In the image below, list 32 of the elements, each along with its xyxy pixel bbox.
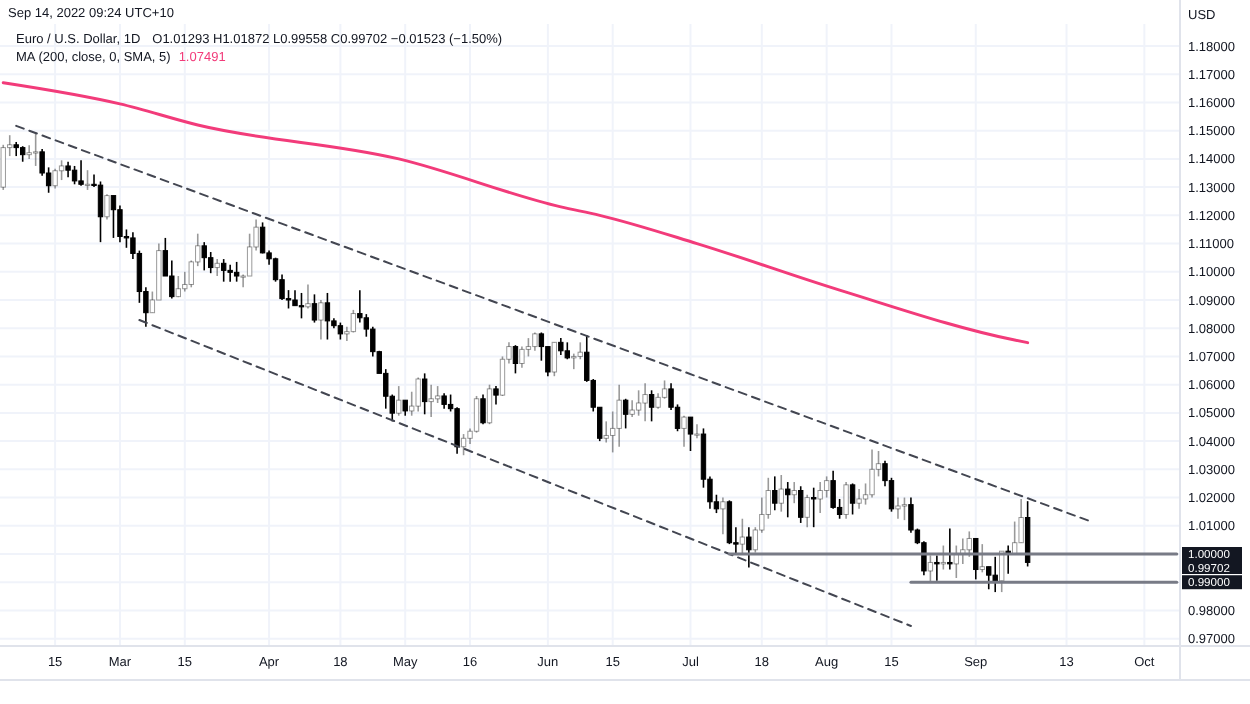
candlestick bbox=[97, 180, 104, 243]
candlestick bbox=[324, 292, 331, 341]
candlestick bbox=[220, 258, 227, 283]
candlestick bbox=[973, 537, 979, 581]
candlestick bbox=[798, 485, 804, 524]
candlestick bbox=[849, 482, 856, 516]
candlestick bbox=[992, 556, 998, 593]
candlestick bbox=[772, 475, 778, 512]
candlestick bbox=[201, 241, 207, 272]
candlestick bbox=[726, 499, 733, 545]
candlestick bbox=[233, 261, 240, 283]
candlestick bbox=[947, 527, 953, 571]
line-series bbox=[1, 81, 1030, 345]
candlestick bbox=[480, 393, 486, 425]
candlestick bbox=[571, 352, 577, 370]
candlestick bbox=[687, 416, 694, 452]
candlestick bbox=[746, 526, 752, 569]
candlestick bbox=[810, 486, 817, 528]
candlestick bbox=[26, 144, 32, 160]
candlestick bbox=[648, 389, 655, 423]
candlestick bbox=[71, 165, 78, 186]
candlestick bbox=[298, 292, 305, 320]
candlestick bbox=[78, 159, 84, 187]
candlestick bbox=[934, 554, 940, 582]
candlestick bbox=[421, 372, 428, 416]
candlestick bbox=[227, 263, 233, 283]
candlestick bbox=[311, 293, 318, 324]
candlestick bbox=[785, 481, 791, 519]
candlestick bbox=[986, 565, 992, 591]
candlestick bbox=[622, 397, 629, 430]
candlestick bbox=[512, 344, 519, 375]
candlestick bbox=[110, 194, 117, 239]
